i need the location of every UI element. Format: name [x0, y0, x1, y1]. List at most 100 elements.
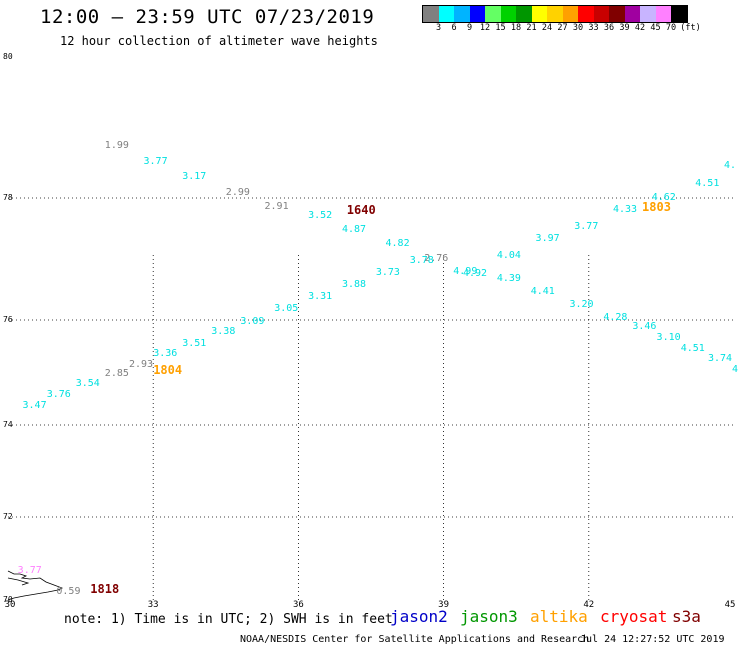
wave-height-value: 2.99: [225, 187, 250, 199]
longitude-tick-label: 45: [724, 600, 736, 610]
color-scale-label: 36: [603, 23, 615, 33]
coastline: [7, 570, 63, 601]
wave-height-value: 2.93: [129, 358, 154, 370]
coastline-fragment: [7, 577, 30, 586]
wave-height-value: 2.76: [424, 253, 449, 264]
wave-height-value: 3.36: [153, 348, 178, 360]
lat-lon-grid: [8, 197, 734, 600]
satellite-name-jason3: jason3: [460, 607, 518, 626]
color-scale-label: 6: [451, 23, 457, 33]
wave-height-value: 3.46: [632, 321, 657, 333]
wave-height-value: 3.17: [182, 170, 207, 182]
color-scale-cell: [640, 6, 656, 22]
color-scale-label: 12: [479, 23, 491, 33]
color-scale-label: 21: [526, 23, 537, 33]
color-scale-label: 15: [495, 23, 506, 33]
map-title: 12:00 — 23:59 UTC 07/23/2019: [40, 6, 375, 28]
wave-height-value: 1.99: [104, 139, 129, 151]
wave-height-value: 2.85: [104, 368, 129, 380]
wave-height-value: 4.62: [651, 192, 676, 203]
color-scale-cell: [516, 6, 532, 22]
wave-height-value: 4.39: [496, 273, 521, 285]
pass-time-label: 1818: [90, 581, 120, 596]
latitude-tick-label: 76: [3, 315, 13, 324]
color-scale-label: 42: [634, 23, 646, 33]
wave-height-value: 3.77: [574, 220, 599, 232]
color-scale-cell: [438, 6, 454, 22]
wave-height-value: 3.73: [375, 267, 400, 279]
color-scale-label: 70: [665, 23, 677, 33]
color-scale-cell: [562, 6, 578, 22]
wave-height-value: 4.51: [680, 342, 705, 354]
color-scale-cell: [500, 6, 516, 22]
color-scale-label: 18: [510, 23, 522, 33]
wave-height-value: 3.09: [240, 315, 265, 327]
wave-height-value: 4: [732, 363, 739, 375]
wave-height-value: 3.05: [274, 303, 299, 315]
color-scale-label: 45: [650, 23, 661, 33]
map-subtitle: 12 hour collection of altimeter wave hei…: [60, 34, 378, 48]
wave-height-value: 3.52: [308, 210, 333, 222]
footnote: note: 1) Time is in UTC; 2) SWH is in fe…: [64, 612, 393, 627]
wave-height-value: 2.91: [264, 201, 289, 213]
color-scale-label: 39: [619, 23, 630, 33]
wave-height-value: 4.82: [385, 237, 410, 249]
wave-height-value: 4.04: [496, 249, 521, 261]
wave-height-value: 4.99: [453, 266, 478, 278]
wave-height-value: 4.92: [462, 267, 488, 279]
color-scale-cell: [609, 6, 625, 22]
wave-height-value: 3.31: [308, 290, 333, 302]
latitude-tick-label: 78: [3, 193, 13, 202]
color-scale-label: 3: [435, 23, 442, 33]
color-scale-cell: [593, 6, 609, 22]
wave-height-value: 3.74: [708, 353, 733, 365]
pass-time-label: 1804: [153, 362, 183, 377]
latitude-tick-label: 72: [3, 512, 13, 521]
color-scale-cell: [624, 6, 640, 22]
color-scale-cell: [578, 6, 594, 22]
color-scale-cell: [531, 6, 547, 22]
longitude-tick-label: 39: [438, 600, 450, 610]
longitude-tick-label: 36: [292, 600, 304, 610]
latitude-tick-label: 80: [3, 52, 13, 61]
color-scale-label: 30: [572, 23, 584, 33]
longitude-tick-label: 30: [4, 600, 16, 610]
wave-height-value: 3.54: [75, 378, 100, 390]
color-scale-bar: [422, 5, 688, 23]
wave-height-value: 3.20: [569, 298, 594, 310]
longitude-tick-label: 42: [583, 600, 595, 610]
wave-height-value: 4.28: [603, 311, 628, 323]
satellite-name-jason2: jason2: [390, 607, 448, 626]
color-scale-label: 27: [557, 23, 568, 33]
wave-height-value: 4.87: [341, 224, 367, 236]
wave-height-value: 4.51: [695, 177, 720, 189]
latitude-tick-label: 74: [3, 420, 13, 429]
color-scale-cell: [485, 6, 501, 22]
color-scale-label: 9: [466, 23, 473, 33]
wave-height-value: 3.97: [535, 233, 560, 245]
credit-line: NOAA/NESDIS Center for Satellite Applica…: [240, 634, 590, 645]
generated-timestamp: Jul 24 12:27:52 UTC 2019: [580, 634, 725, 645]
wave-height-value: 0.59: [56, 585, 81, 597]
wave-height-value: 3.88: [341, 278, 367, 290]
longitude-tick-label: 33: [147, 600, 159, 610]
color-scale-cell: [671, 6, 687, 22]
color-scale-cell: [655, 6, 671, 22]
wave-height-value: 3.47: [22, 399, 47, 411]
color-scale-cell: [547, 6, 563, 22]
wave-height-value: 4.: [724, 160, 737, 172]
satellite-name-altika: altika: [530, 607, 588, 626]
coastline-fragment: [7, 570, 63, 601]
pass-time-label: 1803: [642, 200, 671, 215]
color-scale-label: 33: [588, 23, 599, 33]
wave-height-value: 3.10: [656, 332, 681, 344]
color-scale-label: 24: [541, 23, 553, 33]
wave-height-value: 3.38: [211, 326, 236, 338]
wave-height-value: 4.41: [530, 285, 555, 297]
wave-height-value: 3.77: [17, 564, 42, 576]
wave-height-value: 4.33: [613, 204, 638, 216]
satellite-name-cryosat: cryosat: [600, 607, 668, 626]
wave-height-value: 3.77: [143, 156, 168, 168]
color-scale-unit: (ft): [680, 23, 701, 33]
